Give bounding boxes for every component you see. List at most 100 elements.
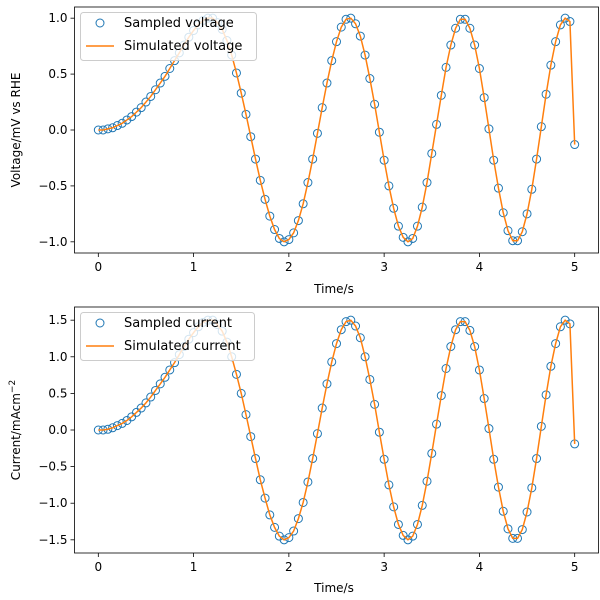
current-sampled-point [555,322,565,332]
current-sampled-point [327,357,337,367]
voltage-sampled-point [236,88,246,98]
voltage-sampled-point [103,124,113,134]
current-sampled-point [165,365,175,375]
current-sampled-point [470,342,480,352]
voltage-sampled-point [341,14,351,24]
current-sampled-point [150,385,160,395]
voltage-y-ticks: −1.0 −0.5 0.0 0.5 1.0 [38,11,75,249]
current-y-tick-label: 0.0 [48,423,67,437]
voltage-sampled-point [351,19,361,29]
voltage-legend: Sampled voltage Simulated voltage [80,12,257,61]
voltage-sampled-point [141,97,151,107]
current-y-tick-label: 1.5 [48,313,67,327]
voltage-sampled-point [284,235,294,245]
voltage-sampled-point [298,199,308,209]
voltage-x-tick-label: 2 [285,260,293,274]
current-sampled-point [255,475,265,485]
voltage-sampled-point [498,208,508,218]
voltage-sampled-point [522,209,532,219]
current-sampled-point [108,423,118,433]
current-sampled-point [236,388,246,398]
current-sampled-point [341,317,351,327]
current-sampled-point [322,379,332,389]
voltage-sampled-point [260,194,270,204]
current-legend-sampled-label: Sampled current [124,316,232,331]
current-sampled-point [346,315,356,325]
current-sampled-point [160,372,170,382]
current-sampled-point [241,410,251,420]
voltage-x-ticks: 0 1 2 3 4 5 [94,253,579,274]
current-legend-simulated-label: Simulated current [124,339,241,354]
current-sampled-point [336,325,346,335]
current-sampled-point [517,525,527,535]
voltage-sampled-point [393,221,403,231]
current-sampled-point [284,533,294,543]
voltage-sampled-point [246,132,256,142]
current-sampled-point [298,497,308,507]
voltage-x-tick-label: 4 [476,260,484,274]
current-x-tick-label: 2 [285,560,293,574]
voltage-sampled-point [322,78,332,88]
voltage-sampled-point [403,237,413,247]
voltage-y-tick-label: −1.0 [38,235,67,249]
current-sampled-point [465,325,475,335]
voltage-sampled-point [551,37,561,47]
current-x-tick-label: 5 [571,560,579,574]
voltage-legend-sampled-marker [95,18,105,28]
voltage-sampled-point [117,118,127,128]
voltage-sampled-point [279,237,289,247]
voltage-sampled-point [408,233,418,243]
voltage-sampled-point [355,31,365,41]
current-sampled-point [293,514,303,524]
current-sampled-point [332,339,341,349]
current-sampled-point [417,500,427,510]
voltage-sampled-point [155,78,165,88]
current-sampled-point [279,535,289,545]
current-legend-box [80,312,255,361]
current-y-tick-label: −1.5 [38,533,67,547]
voltage-sampled-point [165,64,175,73]
voltage-sampled-point [417,202,427,212]
voltage-legend-box [80,12,257,61]
voltage-sampled-point [122,115,132,125]
voltage-sampled-point [398,232,408,242]
voltage-x-tick-label: 5 [571,260,579,274]
voltage-sampled-point [112,121,122,131]
current-sampled-point [117,418,127,428]
current-sampled-point [412,519,422,529]
voltage-x-tick-label: 1 [190,260,198,274]
current-y-tick-label: −1.0 [38,496,67,510]
current-sampled-point [246,432,256,442]
voltage-sampled-point [346,13,356,23]
current-legend-sampled-marker [95,318,105,328]
current-sampled-point [155,379,165,389]
voltage-y-tick-label: 0.5 [48,67,67,81]
voltage-sampled-point [446,40,456,50]
current-sampled-point [446,342,456,352]
current-sampled-point [393,519,403,529]
voltage-sampled-point [265,211,275,221]
voltage-sampled-point [451,23,461,33]
current-sampled-point [408,531,418,541]
voltage-sampled-point [160,71,170,81]
current-x-tick-label: 3 [380,560,388,574]
current-y-tick-label: −0.5 [38,460,67,474]
current-sampled-point [260,493,270,503]
voltage-sampled-point [146,91,156,101]
current-sampled-point [251,454,261,464]
voltage-y-axis-label: Voltage/mV vs RHE [9,73,23,188]
voltage-x-tick-label: 3 [380,260,388,274]
voltage-sampled-point [517,227,527,237]
voltage-chart: 0 1 2 3 4 5 −1.0 −0.5 0.0 0.5 1.0 Time/s Voltage/… [9,6,599,296]
voltage-sampled-point [274,233,284,243]
current-sampled-point [365,374,375,384]
current-y-tick-label: 1.0 [48,350,67,364]
current-y-axis-label-main: Current/mAcm [9,393,23,480]
voltage-sampled-point [127,112,137,122]
voltage-sampled-point [108,123,118,133]
current-sampled-point [522,507,532,517]
current-y-ticks: −1.5 −1.0 −0.5 0.0 0.5 1.0 1.5 [38,313,75,547]
voltage-sampled-point [251,154,261,164]
current-sampled-point [355,333,365,343]
